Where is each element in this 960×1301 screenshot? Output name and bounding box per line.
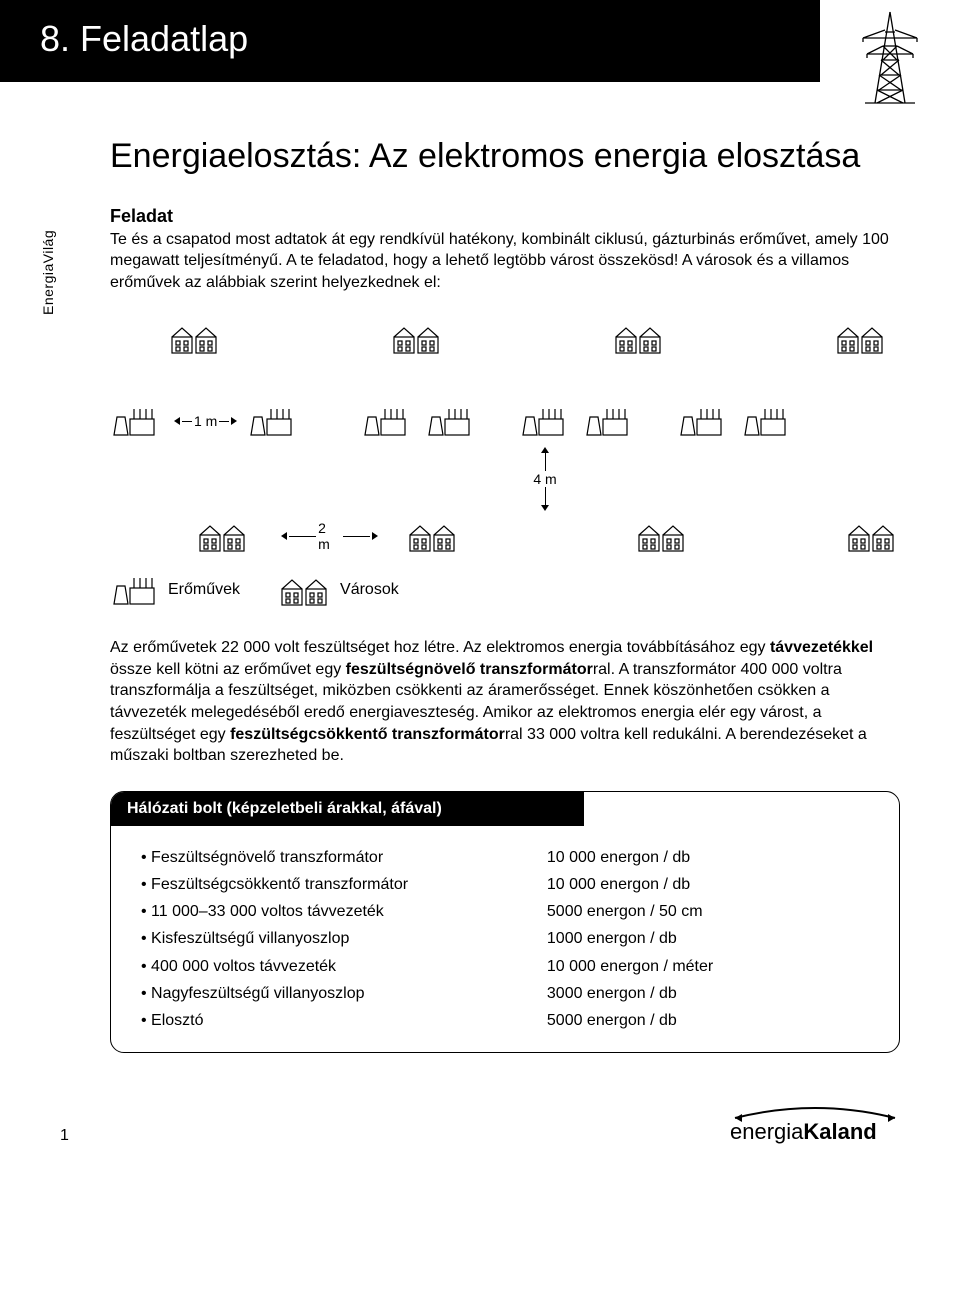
legend-plants: Erőművek	[110, 574, 240, 606]
shop-item: Elosztó	[141, 1007, 547, 1034]
shop-price: 5000 energon / db	[547, 1007, 879, 1034]
city-icon	[198, 519, 251, 553]
city-icon	[847, 519, 900, 553]
page-title: 8. Feladatlap	[0, 0, 820, 82]
shop-box: Hálózati bolt (képzeletbeli árakkal, áfá…	[110, 791, 900, 1053]
legend-cities: Városok	[280, 573, 399, 607]
city-icon	[637, 519, 690, 553]
city-icon	[170, 321, 224, 355]
shop-item: Kisfeszültségű villanyoszlop	[141, 925, 547, 952]
brand-logo: energiaKaland	[730, 1103, 900, 1145]
plant-icon	[361, 405, 415, 437]
shop-item: Feszültségnövelő transzformátor	[141, 844, 547, 871]
plant-icon	[519, 405, 573, 437]
shop-item: 400 000 voltos távvezeték	[141, 953, 547, 980]
subtitle: Energiaelosztás: Az elektromos energia e…	[110, 135, 900, 178]
city-icon	[408, 519, 461, 553]
pylon-icon	[820, 0, 960, 105]
page-number: 1	[60, 1127, 69, 1145]
explanation-text: Az erőművetek 22 000 volt feszültséget h…	[110, 637, 900, 767]
shop-price: 10 000 energon / db	[547, 844, 879, 871]
plant-icon	[247, 405, 301, 437]
shop-price: 10 000 energon / db	[547, 871, 879, 898]
dimension-4m: 4 m	[190, 447, 900, 511]
footer: 1 energiaKaland	[0, 1103, 960, 1165]
plant-icon	[677, 405, 731, 437]
shop-title: Hálózati bolt (képzeletbeli árakkal, áfá…	[111, 792, 584, 826]
diagram-legend: Erőművek Városok	[110, 573, 900, 607]
shop-item: Feszültségcsökkentő transzformátor	[141, 871, 547, 898]
layout-diagram: 1 m 4 m 2 m	[110, 321, 900, 607]
plant-icon	[583, 405, 637, 437]
shop-price: 1000 energon / db	[547, 925, 879, 952]
content: EnergiaVilág Energiaelosztás: Az elektro…	[0, 105, 960, 1103]
task-heading: Feladat	[110, 206, 900, 227]
shop-price: 5000 energon / 50 cm	[547, 898, 879, 925]
plant-icon	[110, 405, 164, 437]
shop-price: 10 000 energon / méter	[547, 953, 879, 980]
city-icon	[392, 321, 446, 355]
shop-price: 3000 energon / db	[547, 980, 879, 1007]
task-body: Te és a csapatod most adtatok át egy ren…	[110, 229, 900, 294]
header: 8. Feladatlap	[0, 0, 960, 105]
dimension-2m: 2 m	[281, 520, 378, 552]
dimension-1m: 1 m	[174, 413, 237, 429]
plant-icon	[741, 405, 795, 437]
side-label: EnergiaVilág	[40, 230, 56, 315]
shop-item: 11 000–33 000 voltos távvezeték	[141, 898, 547, 925]
shop-item: Nagyfeszültségű villanyoszlop	[141, 980, 547, 1007]
city-icon	[614, 321, 668, 355]
plant-icon	[425, 405, 479, 437]
city-icon	[836, 321, 890, 355]
